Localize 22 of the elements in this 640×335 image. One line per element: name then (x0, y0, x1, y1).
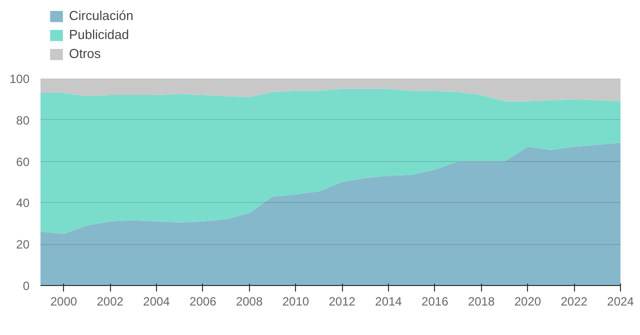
x-tick-label: 2002 (96, 294, 124, 308)
x-tick-label: 2010 (282, 294, 310, 308)
y-tick-label: 0 (22, 279, 30, 293)
x-tick-label: 2014 (375, 294, 402, 308)
x-tick-label: 2004 (143, 294, 170, 308)
x-tick-label: 2016 (422, 294, 449, 308)
x-tick-label: 2006 (190, 294, 217, 308)
y-tick-label: 80 (16, 113, 30, 128)
y-tick-label: 60 (16, 154, 30, 169)
x-tick-label: 2000 (50, 294, 78, 308)
x-tick-label: 2020 (514, 294, 542, 308)
x-tick-label: 2024 (607, 294, 634, 308)
x-tick-label: 2008 (236, 294, 263, 308)
x-tick-label: 2018 (468, 294, 495, 308)
y-tick-label: 100 (9, 72, 30, 86)
x-tick-label: 2012 (328, 294, 356, 308)
y-tick-label: 40 (16, 196, 30, 210)
x-tick-label: 2022 (560, 294, 588, 308)
legend-label: Otros (69, 46, 101, 61)
legend-label: Circulación (69, 8, 134, 23)
legend-label: Publicidad (69, 27, 129, 42)
y-tick-label: 20 (16, 238, 30, 252)
